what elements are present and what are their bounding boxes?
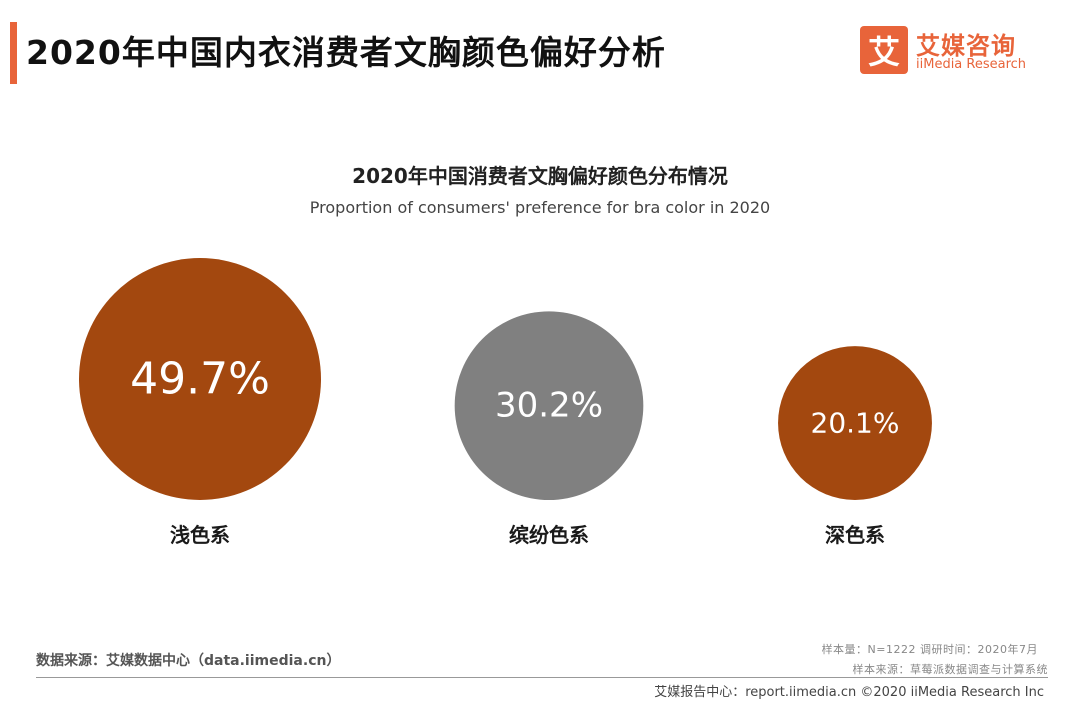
bubble-2 (454, 311, 644, 500)
sample-info: 样本量：N=1222 调研时间：2020年7月 (821, 643, 1038, 656)
sample-source: 样本来源：草莓派数据调查与计算系统 (852, 663, 1048, 676)
category-label-2: 缤纷色系 (509, 523, 589, 547)
page-title: 2020年中国内衣消费者文胸颜色偏好分析 (26, 33, 666, 72)
category-label-3: 深色系 (825, 523, 885, 547)
logo-name-cn: 艾媒咨询 (916, 32, 1016, 60)
chart-title: 2020年中国消费者文胸偏好颜色分布情况 (352, 164, 728, 188)
bubble-value-label-3: 20.1% (811, 407, 900, 440)
footer-copyright: 艾媒报告中心：report.iimedia.cn ©2020 iiMedia R… (654, 685, 1044, 700)
chart-subtitle: Proportion of consumers' preference for … (309, 198, 771, 217)
bubble-3 (778, 346, 932, 500)
bubble-value-label-2: 30.2% (495, 386, 603, 426)
bubble-1 (79, 258, 321, 500)
brand-logo: 艾 艾媒咨询 iiMedia Research (860, 26, 1050, 76)
logo-glyph-icon: 艾 (860, 26, 908, 74)
bubble-value-label-1: 49.7% (130, 354, 270, 405)
title-accent-bar (10, 22, 17, 84)
data-source-note: 数据来源：艾媒数据中心（data.iimedia.cn） (36, 653, 341, 669)
footer-divider (36, 677, 1048, 678)
category-label-1: 浅色系 (170, 523, 230, 547)
logo-name-en: iiMedia Research (916, 57, 1027, 72)
